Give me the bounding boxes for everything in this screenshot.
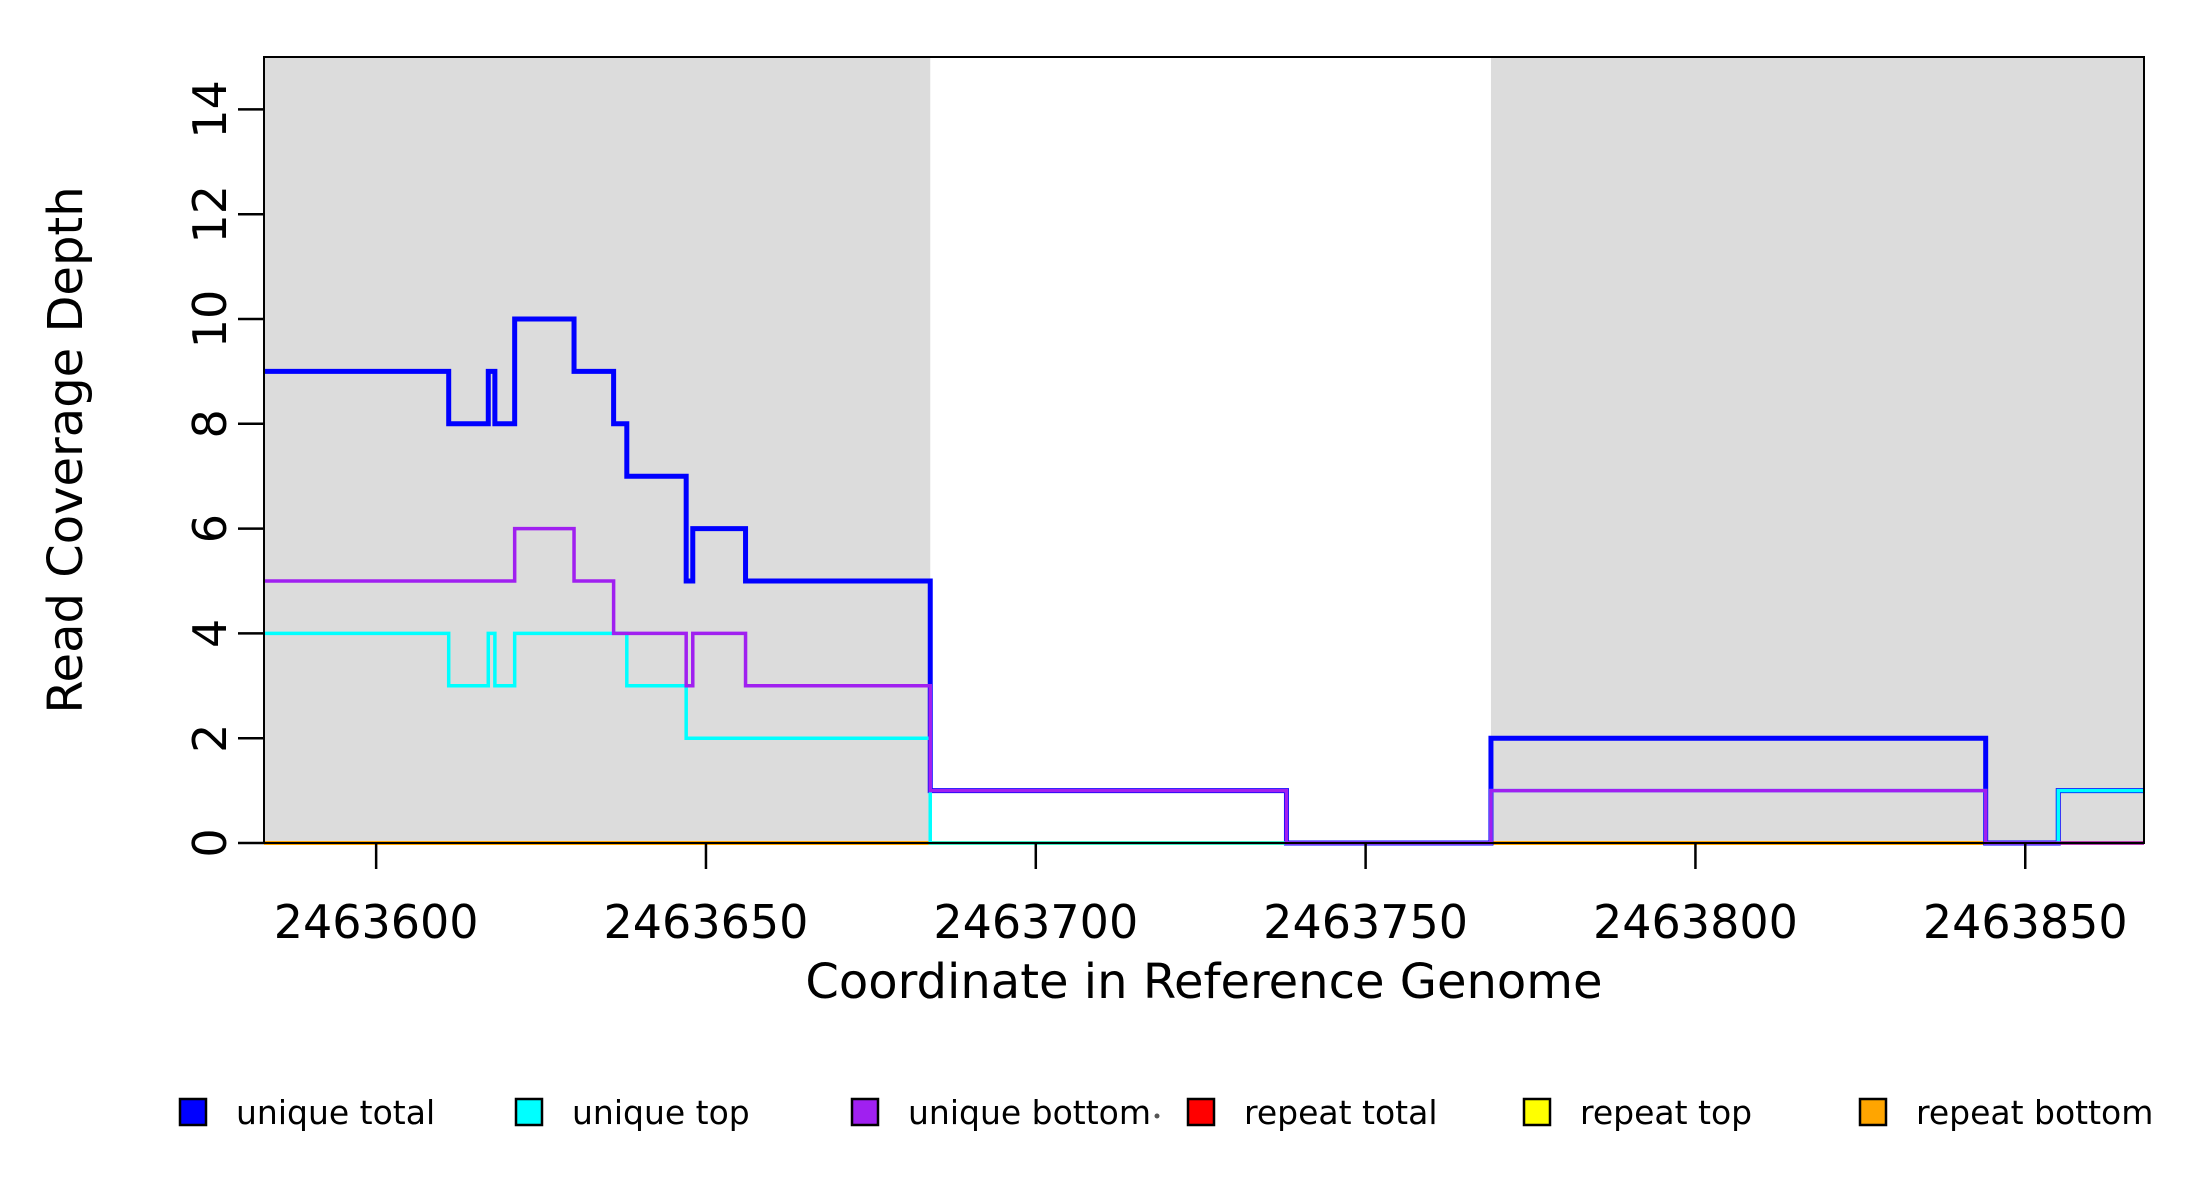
x-tick-label: 2463600 bbox=[274, 895, 479, 949]
x-tick-label: 2463850 bbox=[1923, 895, 2128, 949]
legend: unique total unique top unique bottom repea… bbox=[178, 1093, 2153, 1132]
legend-item-unique-top: unique top bbox=[514, 1093, 750, 1132]
legend-item-repeat-top: repeat top bbox=[1522, 1093, 1752, 1132]
x-tick-label: 2463700 bbox=[933, 895, 1138, 949]
legend-swatch-unique-top bbox=[514, 1097, 544, 1127]
legend-label: unique top bbox=[572, 1093, 750, 1132]
y-tick-label: 10 bbox=[183, 290, 237, 349]
y-tick-label: 2 bbox=[183, 724, 237, 753]
series-line-unique-bottom bbox=[264, 526, 2144, 845]
legend-label: unique bottom bbox=[908, 1093, 1151, 1132]
legend-label: repeat total bbox=[1244, 1093, 1438, 1132]
legend-item-unique-total: unique total bbox=[178, 1093, 435, 1132]
legend-label: repeat bottom bbox=[1916, 1093, 2153, 1132]
series-line-unique-total bbox=[264, 316, 2144, 846]
shaded-region bbox=[1490, 57, 2144, 843]
legend-swatch-unique-total bbox=[178, 1097, 208, 1127]
x-tick-label: 2463750 bbox=[1263, 895, 1468, 949]
stray-dot-artifact bbox=[1154, 1113, 1160, 1119]
y-tick-label: 4 bbox=[183, 619, 237, 648]
legend-item-repeat-total: repeat total bbox=[1186, 1093, 1438, 1132]
y-axis: 0 2 4 6 8 10 12 14 bbox=[183, 80, 264, 858]
plot-border bbox=[263, 56, 2145, 844]
shaded-regions bbox=[264, 57, 2144, 843]
legend-item-repeat-bottom: repeat bottom bbox=[1858, 1093, 2153, 1132]
x-axis-title: Coordinate in Reference Genome bbox=[805, 954, 1602, 1010]
legend-swatch-repeat-bottom bbox=[1858, 1097, 1888, 1127]
legend-swatch-repeat-total bbox=[1186, 1097, 1216, 1127]
legend-label: repeat top bbox=[1580, 1093, 1752, 1132]
y-axis-title: Read Coverage Depth bbox=[38, 186, 94, 713]
x-tick-label: 2463800 bbox=[1593, 895, 1798, 949]
y-tick-label: 14 bbox=[183, 80, 237, 139]
legend-swatch-repeat-top bbox=[1522, 1097, 1552, 1127]
y-tick-label: 12 bbox=[183, 185, 237, 244]
shaded-region bbox=[264, 57, 931, 843]
legend-swatch-unique-bottom bbox=[850, 1097, 880, 1127]
x-axis: 2463600 2463650 2463700 2463750 2463800 24638… bbox=[274, 843, 2128, 949]
x-tick-label: 2463650 bbox=[604, 895, 809, 949]
y-tick-label: 0 bbox=[183, 828, 237, 857]
y-tick-label: 8 bbox=[183, 409, 237, 438]
legend-label: unique total bbox=[236, 1093, 435, 1132]
y-tick-label: 6 bbox=[183, 514, 237, 543]
legend-item-unique-bottom: unique bottom bbox=[850, 1093, 1151, 1132]
